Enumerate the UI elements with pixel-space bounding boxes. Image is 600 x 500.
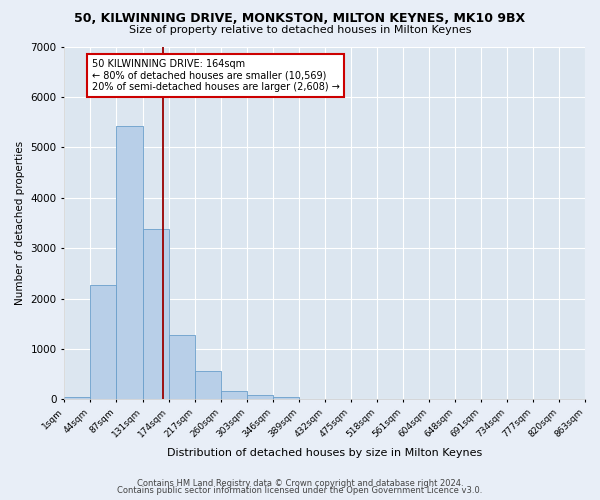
Bar <box>221 390 247 400</box>
Y-axis label: Number of detached properties: Number of detached properties <box>15 141 25 305</box>
Bar <box>273 396 299 400</box>
Bar <box>299 399 325 400</box>
X-axis label: Distribution of detached houses by size in Milton Keynes: Distribution of detached houses by size … <box>167 448 482 458</box>
Text: 50, KILWINNING DRIVE, MONKSTON, MILTON KEYNES, MK10 9BX: 50, KILWINNING DRIVE, MONKSTON, MILTON K… <box>74 12 526 26</box>
Text: Contains HM Land Registry data © Crown copyright and database right 2024.: Contains HM Land Registry data © Crown c… <box>137 478 463 488</box>
Bar <box>169 336 195 400</box>
Bar <box>64 396 90 400</box>
Bar <box>90 285 116 400</box>
Text: 50 KILWINNING DRIVE: 164sqm
← 80% of detached houses are smaller (10,569)
20% of: 50 KILWINNING DRIVE: 164sqm ← 80% of det… <box>92 59 340 92</box>
Text: Size of property relative to detached houses in Milton Keynes: Size of property relative to detached ho… <box>129 25 471 35</box>
Bar <box>195 370 221 400</box>
Bar <box>247 395 273 400</box>
Text: Contains public sector information licensed under the Open Government Licence v3: Contains public sector information licen… <box>118 486 482 495</box>
Bar <box>116 126 143 400</box>
Bar <box>143 229 169 400</box>
